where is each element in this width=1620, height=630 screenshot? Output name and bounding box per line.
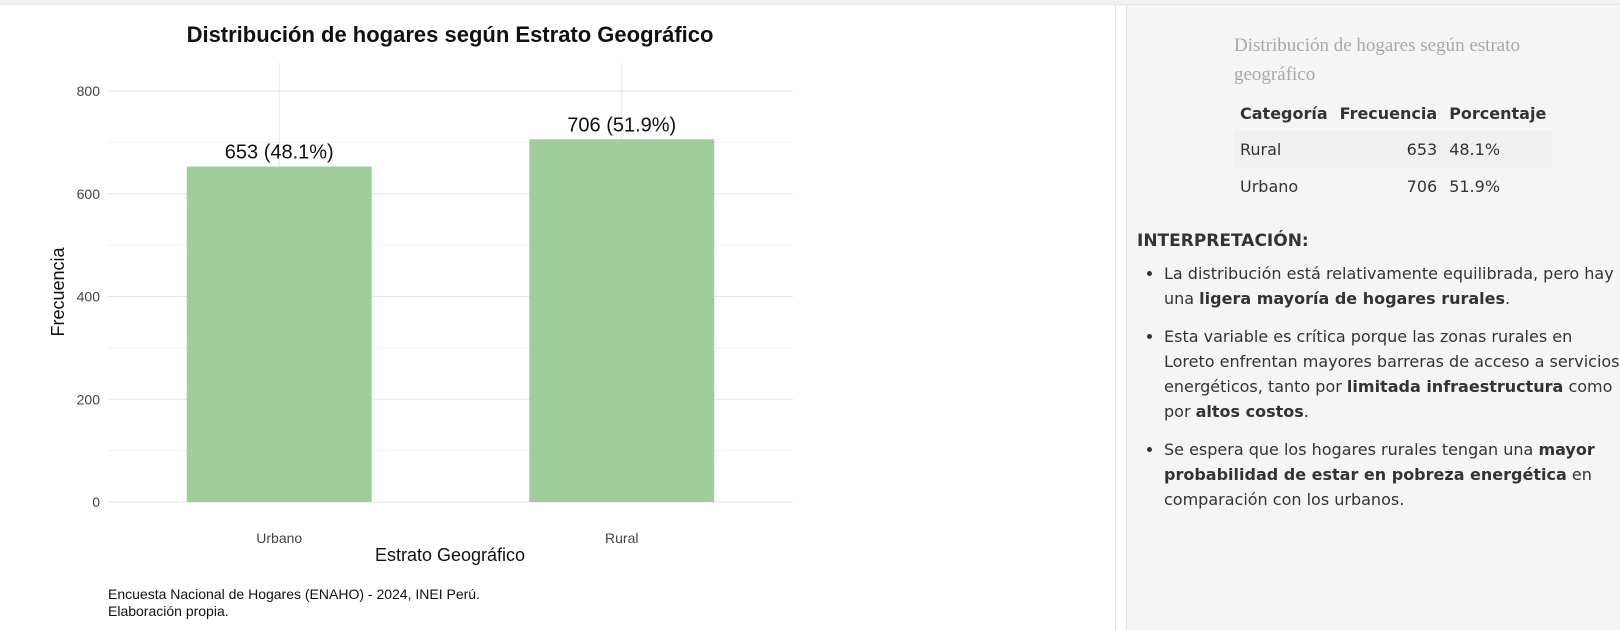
table-caption: Distribución de hogares según estrato ge… <box>1234 35 1520 85</box>
top-border <box>0 0 1620 5</box>
y-ticks: 0 200 400 600 800 <box>77 83 101 510</box>
summary-panel: Distribución de hogares según estrato ge… <box>1126 5 1620 630</box>
cell-frequency: 653 <box>1406 140 1438 159</box>
list-item: La distribución está relativamente equil… <box>1164 261 1620 311</box>
x-axis-label: Estrato Geográfico <box>375 545 525 565</box>
cell-frequency: 706 <box>1406 177 1438 196</box>
table-row: Urbano 706 51.9% <box>1234 168 1552 205</box>
interpretation-title: INTERPRETACIÓN: <box>1137 231 1309 251</box>
x-tick-label: Rural <box>605 530 638 546</box>
item-text: . <box>1505 289 1511 308</box>
x-tick-label: Urbano <box>256 530 302 546</box>
list-item: Se espera que los hogares rurales tengan… <box>1164 437 1620 512</box>
cell-category: Rural <box>1240 140 1282 159</box>
bars <box>186 139 715 503</box>
item-text: como por <box>1164 377 1613 421</box>
y-tick-label: 0 <box>92 494 100 510</box>
table-header-row: Categoría Frecuencia Porcentaje <box>1234 95 1552 131</box>
chart-caption: Encuesta Nacional de Hogares (ENAHO) - 2… <box>108 586 480 620</box>
caption-source: Encuesta Nacional de Hogares (ENAHO) - 2… <box>108 586 480 602</box>
header-frecuencia: Frecuencia <box>1339 103 1438 123</box>
item-text: en comparación con los urbanos. <box>1164 465 1592 509</box>
chart-panel: 653 (48.1%) 706 (51.9%) 0 200 400 600 800 Urb… <box>0 5 1116 630</box>
table-row: Rural 653 48.1% <box>1234 131 1553 168</box>
item-text: . <box>1303 402 1309 421</box>
y-axis-label: Frecuencia <box>48 246 68 336</box>
chart-title: Distribución de hogares según Estrato Ge… <box>187 22 714 47</box>
item-emphasis: limitada infraestructura <box>1346 377 1564 396</box>
cell-category: Urbano <box>1240 177 1299 196</box>
item-emphasis: mayor probabilidad de estar en pobreza e… <box>1164 440 1595 484</box>
frequency-table: Categoría Frecuencia Porcentaje Rural 65… <box>1234 95 1553 205</box>
list-item: Esta variable es crítica porque las zona… <box>1164 324 1620 424</box>
y-tick-label: 200 <box>77 391 101 407</box>
interpretation-list: La distribución está relativamente equil… <box>1137 261 1620 525</box>
data-label: 653 (48.1%) <box>225 142 334 164</box>
bar <box>186 166 372 503</box>
y-tick-label: 400 <box>77 289 101 305</box>
item-emphasis: altos costos <box>1195 402 1304 421</box>
caption-note: Elaboración propia. <box>108 603 229 619</box>
cell-percentage: 48.1% <box>1449 140 1501 159</box>
header-porcentaje: Porcentaje <box>1449 103 1547 123</box>
cell-percentage: 51.9% <box>1449 177 1501 196</box>
data-labels: 653 (48.1%) 706 (51.9%) <box>225 114 676 163</box>
bar <box>529 139 715 503</box>
bar-chart: 653 (48.1%) 706 (51.9%) 0 200 400 600 800 Urb… <box>48 22 793 565</box>
x-ticks: Urbano Rural <box>256 530 638 546</box>
data-label: 706 (51.9%) <box>567 114 676 136</box>
item-emphasis: ligera mayoría de hogares rurales <box>1199 289 1506 308</box>
item-text: Esta variable es crítica porque las zona… <box>1164 327 1620 396</box>
item-text: La distribución está relativamente equil… <box>1164 264 1614 308</box>
y-tick-label: 800 <box>77 83 101 99</box>
y-tick-label: 600 <box>77 186 101 202</box>
item-text: Se espera que los hogares rurales tengan… <box>1164 440 1539 459</box>
header-categoria: Categoría <box>1240 103 1328 123</box>
